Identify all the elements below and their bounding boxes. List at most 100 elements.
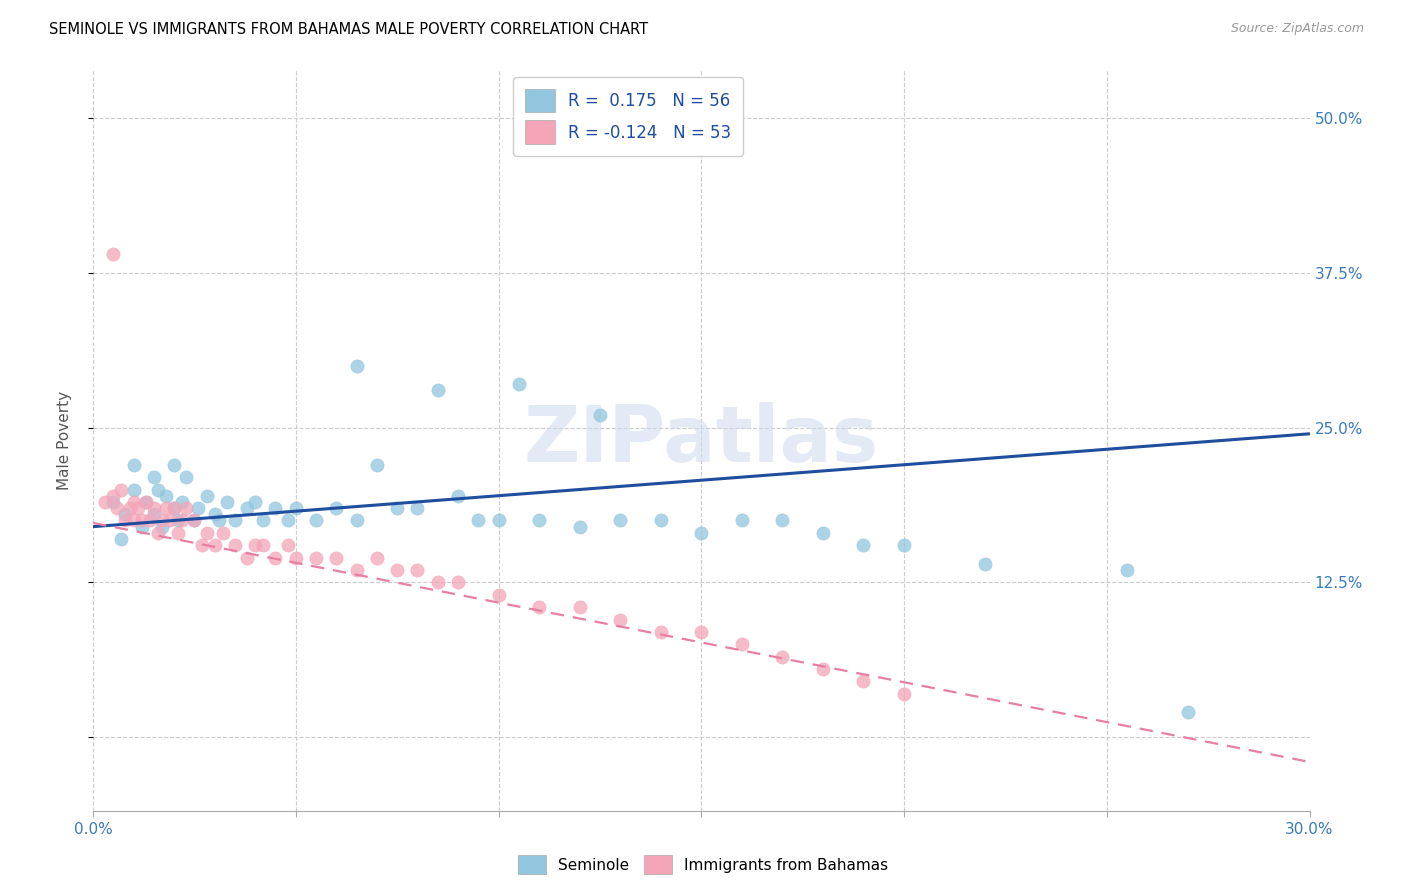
Point [139, 513, 162, 527]
Point [146, 483, 169, 497]
Point [650, 624, 672, 639]
Point [366, 550, 388, 565]
Point [508, 377, 530, 392]
Point [426, 575, 449, 590]
Point [191, 538, 214, 552]
Point [325, 501, 347, 516]
Point [488, 513, 510, 527]
Point [122, 458, 145, 472]
Point [284, 550, 307, 565]
Point [118, 501, 141, 516]
Point [568, 519, 591, 533]
Point [406, 563, 429, 577]
Point [447, 575, 470, 590]
Point [103, 247, 125, 261]
Text: SEMINOLE VS IMMIGRANTS FROM BAHAMAS MALE POVERTY CORRELATION CHART: SEMINOLE VS IMMIGRANTS FROM BAHAMAS MALE… [49, 22, 648, 37]
Point [426, 384, 449, 398]
Point [690, 624, 713, 639]
Point [135, 495, 157, 509]
Y-axis label: Male Poverty: Male Poverty [58, 391, 72, 490]
Point [690, 525, 713, 540]
Point [142, 501, 165, 516]
Point [527, 600, 550, 615]
Point [1116, 563, 1139, 577]
Point [893, 687, 915, 701]
Text: ZIPatlas: ZIPatlas [524, 402, 879, 478]
Point [122, 495, 145, 509]
Point [467, 513, 489, 527]
Point [1177, 706, 1199, 720]
Point [305, 513, 328, 527]
Point [527, 513, 550, 527]
Point [236, 501, 259, 516]
Point [163, 501, 186, 516]
Point [245, 495, 267, 509]
Point [195, 489, 218, 503]
Legend: Seminole, Immigrants from Bahamas: Seminole, Immigrants from Bahamas [512, 849, 894, 880]
Point [252, 538, 274, 552]
Point [122, 483, 145, 497]
Point [174, 470, 197, 484]
Point [346, 513, 368, 527]
Point [131, 513, 153, 527]
Point [127, 501, 149, 516]
Point [215, 495, 238, 509]
Point [114, 513, 136, 527]
Point [406, 501, 429, 516]
Point [204, 538, 226, 552]
Point [195, 525, 218, 540]
Point [770, 649, 793, 664]
Point [609, 513, 631, 527]
Point [731, 513, 754, 527]
Point [245, 538, 267, 552]
Point [114, 508, 136, 522]
Point [183, 513, 205, 527]
Point [224, 513, 246, 527]
Point [163, 458, 186, 472]
Point [385, 501, 408, 516]
Point [893, 538, 915, 552]
Point [131, 519, 153, 533]
Point [103, 489, 125, 503]
Point [167, 525, 190, 540]
Point [224, 538, 246, 552]
Point [731, 637, 754, 651]
Point [174, 501, 197, 516]
Point [974, 557, 997, 571]
Point [142, 508, 165, 522]
Point [94, 495, 117, 509]
Point [110, 483, 132, 497]
Text: Source: ZipAtlas.com: Source: ZipAtlas.com [1230, 22, 1364, 36]
Point [770, 513, 793, 527]
Point [142, 470, 165, 484]
Point [447, 489, 470, 503]
Point [187, 501, 209, 516]
Point [110, 532, 132, 546]
Point [852, 538, 875, 552]
Point [163, 501, 186, 516]
Point [183, 513, 205, 527]
Point [366, 458, 388, 472]
Point [264, 501, 287, 516]
Point [252, 513, 274, 527]
Point [852, 674, 875, 689]
Point [146, 525, 169, 540]
Point [155, 489, 177, 503]
Point [150, 513, 173, 527]
Legend: R =  0.175   N = 56, R = -0.124   N = 53: R = 0.175 N = 56, R = -0.124 N = 53 [513, 77, 744, 156]
Point [284, 501, 307, 516]
Point [568, 600, 591, 615]
Point [346, 563, 368, 577]
Point [135, 495, 157, 509]
Point [172, 513, 194, 527]
Point [159, 513, 181, 527]
Point [346, 359, 368, 373]
Point [589, 408, 612, 422]
Point [172, 495, 194, 509]
Point [325, 550, 347, 565]
Point [105, 501, 128, 516]
Point [211, 525, 233, 540]
Point [385, 563, 408, 577]
Point [167, 513, 190, 527]
Point [277, 538, 299, 552]
